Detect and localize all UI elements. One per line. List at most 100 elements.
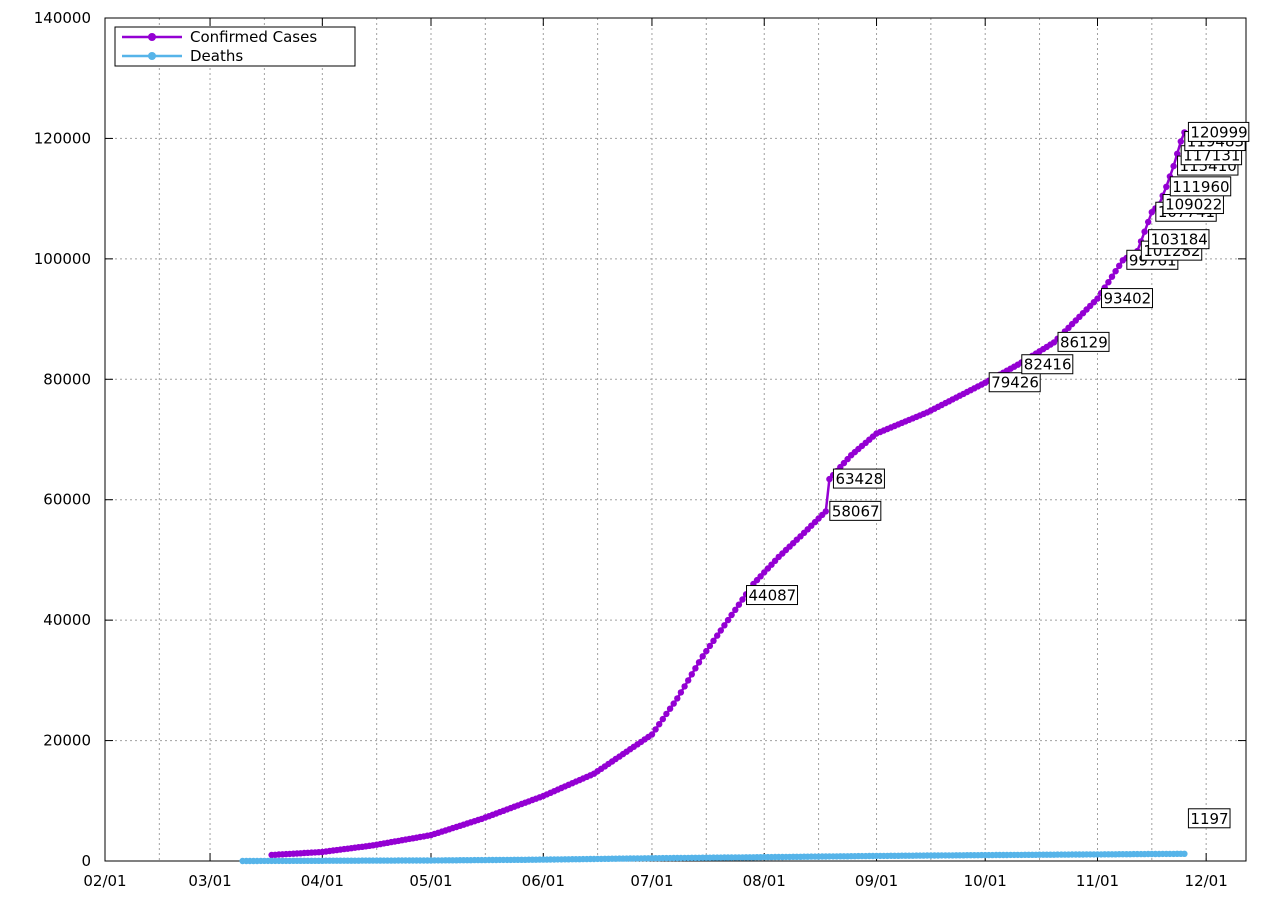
data-label: 103184 xyxy=(1148,229,1210,250)
data-point xyxy=(739,596,746,603)
data-label-box xyxy=(1187,121,1250,142)
legend-label-deaths: Deaths xyxy=(190,47,243,65)
data-label-text: 82416 xyxy=(1024,356,1072,374)
y-tick-label: 80000 xyxy=(43,370,91,388)
data-point xyxy=(677,689,685,696)
data-point xyxy=(1105,279,1112,286)
data-label: 79426 xyxy=(988,372,1041,393)
data-point xyxy=(1181,850,1188,857)
legend-item-confirmed: Confirmed Cases xyxy=(122,28,317,46)
data-label-text: 109022 xyxy=(1165,196,1222,214)
data-point xyxy=(663,710,670,718)
y-tick-label: 0 xyxy=(81,852,91,870)
x-tick-label: 11/01 xyxy=(1076,872,1119,890)
data-point xyxy=(695,659,703,666)
data-label-text: 79426 xyxy=(991,374,1039,392)
data-point xyxy=(1177,138,1185,145)
data-point xyxy=(699,653,706,660)
y-tick-label: 120000 xyxy=(34,129,91,147)
data-point xyxy=(724,616,732,624)
data-label-text: 117131 xyxy=(1183,147,1240,165)
data-point xyxy=(670,700,677,707)
data-label-text: 120999 xyxy=(1190,123,1247,141)
data-label: 120999 xyxy=(1187,121,1250,142)
data-point xyxy=(1163,183,1170,190)
data-point xyxy=(1108,273,1116,280)
x-tick-label: 06/01 xyxy=(522,872,565,890)
data-point xyxy=(822,508,829,515)
data-point xyxy=(1116,262,1123,269)
data-label: 93402 xyxy=(1100,288,1153,309)
series-layer xyxy=(239,129,1188,865)
data-point xyxy=(1170,162,1177,170)
legend-item-deaths: Deaths xyxy=(122,47,243,65)
data-label: 44087 xyxy=(746,585,799,606)
data-label-box xyxy=(988,372,1041,393)
data-point xyxy=(659,715,666,723)
data-label-box xyxy=(1100,288,1153,309)
data-point xyxy=(1141,228,1148,235)
data-point xyxy=(732,606,739,613)
x-axis-ticks: 02/01 03/01 04/01 05/01 06/01 07/01 08/01 09/01… xyxy=(83,18,1228,890)
data-point xyxy=(717,627,724,634)
data-point xyxy=(703,647,710,655)
legend-box xyxy=(114,26,356,67)
data-point xyxy=(666,705,674,712)
legend-marker-confirmed xyxy=(148,33,156,41)
data-label-text: 103184 xyxy=(1151,231,1208,249)
data-label-text: 86129 xyxy=(1060,333,1108,351)
x-tick-label: 10/01 xyxy=(964,872,1007,890)
y-tick-label: 140000 xyxy=(34,9,91,27)
y-tick-label: 40000 xyxy=(43,611,91,629)
data-label-text: 1197 xyxy=(1190,810,1228,828)
x-tick-label: 09/01 xyxy=(855,872,898,890)
series-deaths xyxy=(239,850,1188,865)
data-label: 86129 xyxy=(1057,331,1110,352)
x-tick-label: 08/01 xyxy=(743,872,786,890)
x-tick-label: 12/01 xyxy=(1185,872,1228,890)
data-point xyxy=(728,611,735,619)
x-tick-label: 07/01 xyxy=(630,872,673,890)
data-label-box xyxy=(1148,229,1210,250)
data-point xyxy=(721,622,728,629)
data-label: 1197 xyxy=(1187,808,1231,829)
data-point xyxy=(681,683,688,690)
plot-frame xyxy=(104,17,1247,862)
data-point xyxy=(1145,218,1152,226)
data-point xyxy=(710,637,717,644)
legend-label-confirmed: Confirmed Cases xyxy=(190,28,317,46)
data-point xyxy=(652,726,659,733)
data-point xyxy=(688,671,695,678)
data-label: 109022 xyxy=(1162,194,1224,215)
y-tick-label: 20000 xyxy=(43,732,91,750)
data-point xyxy=(735,601,743,608)
data-point xyxy=(674,695,681,702)
data-label-box xyxy=(1021,354,1074,375)
data-point xyxy=(692,665,699,672)
data-label-text: 111960 xyxy=(1172,178,1229,196)
data-label-box xyxy=(829,500,882,521)
data-point xyxy=(1094,295,1101,302)
y-axis-ticks: 0 20000 40000 60000 80000 100000 120000 140000 xyxy=(34,9,1246,870)
series-line xyxy=(271,131,1186,857)
data-label-box xyxy=(1169,176,1232,197)
data-label: 58067 xyxy=(829,500,882,521)
data-point xyxy=(685,677,692,684)
data-label: 63428 xyxy=(832,468,885,489)
x-tick-label: 03/01 xyxy=(188,872,231,890)
data-label-box xyxy=(746,585,799,606)
legend: Confirmed Cases Deaths xyxy=(114,26,356,67)
data-label-box xyxy=(832,468,885,489)
data-label: 82416 xyxy=(1021,354,1074,375)
data-label-box xyxy=(1057,331,1110,352)
data-point xyxy=(656,721,663,728)
x-tick-label: 04/01 xyxy=(301,872,344,890)
data-label-text: 63428 xyxy=(835,470,883,488)
data-label: 111960 xyxy=(1169,176,1232,197)
data-point xyxy=(714,632,721,639)
legend-marker-deaths xyxy=(148,52,156,60)
data-label-box xyxy=(1187,808,1231,829)
data-point xyxy=(648,731,656,738)
data-label-text: 44087 xyxy=(749,587,797,605)
